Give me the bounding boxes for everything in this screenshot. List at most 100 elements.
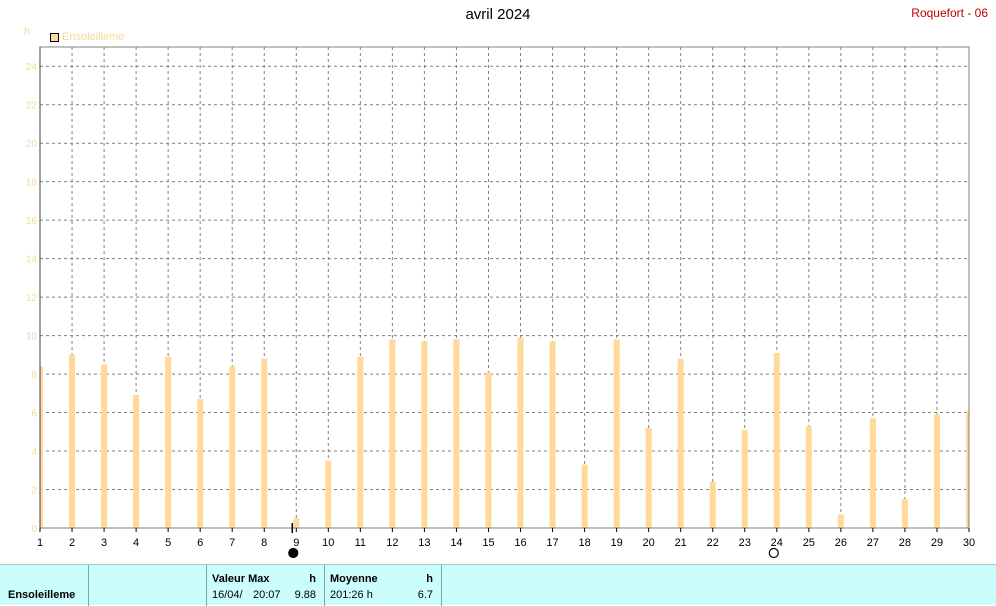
x-tick-label: 9 — [293, 537, 299, 549]
bar-day-21 — [677, 358, 684, 528]
bar-day-18 — [581, 464, 588, 528]
x-tick-label: 5 — [165, 537, 171, 549]
footer-max-cell: Valeur Max h 16/04/ 20:07 9.88 — [207, 565, 325, 606]
new-moon-icon — [288, 547, 299, 559]
plot-border — [39, 46, 970, 529]
x-tick-label: 29 — [931, 537, 943, 549]
x-tick-label: 16 — [514, 537, 526, 549]
x-tick-label: 12 — [386, 537, 398, 549]
x-tick-label: 6 — [197, 537, 203, 549]
x-tick-label: 28 — [899, 537, 911, 549]
mean-total: 201:26 h — [330, 589, 373, 601]
bar-day-24 — [773, 352, 780, 528]
max-date: 16/04/ — [212, 589, 243, 601]
legend-label: Ensoleilleme — [62, 31, 125, 43]
legend-swatch — [50, 32, 59, 42]
bar-day-28 — [901, 499, 908, 528]
bar-day-5 — [165, 356, 172, 528]
y-tick-label: 16 — [26, 216, 38, 227]
x-tick-label: 22 — [707, 537, 719, 549]
max-time: 20:07 — [253, 589, 281, 601]
mean-unit: h — [426, 573, 433, 585]
mean-value: 6.7 — [417, 589, 433, 601]
y-tick-label: 2 — [31, 486, 37, 497]
x-tick-label: 15 — [482, 537, 494, 549]
y-axis-unit: h — [24, 26, 31, 38]
x-tick-label: 19 — [610, 537, 622, 549]
x-tick-label: 10 — [322, 537, 334, 549]
bar-day-4 — [133, 395, 140, 528]
bar-day-2 — [69, 354, 76, 528]
bar-day-29 — [933, 414, 940, 528]
bar-day-11 — [357, 356, 364, 528]
x-tick-label: 1 — [37, 537, 43, 549]
x-tick-label: 3 — [101, 537, 107, 549]
x-tick-label: 13 — [418, 537, 430, 549]
x-tick-label: 18 — [578, 537, 590, 549]
bar-day-16 — [517, 337, 524, 528]
bar-day-19 — [613, 339, 620, 528]
x-tick-label: 11 — [355, 537, 366, 549]
y-tick-label: 22 — [26, 101, 38, 112]
bar-day-7 — [229, 366, 236, 528]
bar-day-8 — [261, 358, 268, 528]
y-tick-label: 6 — [31, 409, 37, 420]
x-tick-label: 30 — [963, 537, 975, 549]
y-tick-label: 10 — [26, 332, 38, 343]
grid — [40, 47, 969, 528]
bar-day-25 — [805, 426, 812, 528]
footer-row-label: Ensoleilleme — [8, 589, 76, 601]
full-moon-icon — [768, 547, 779, 559]
footer-empty-cell — [89, 565, 207, 606]
bar-day-3 — [101, 364, 108, 528]
y-tick-label: 14 — [26, 255, 38, 266]
y-tick-label: 8 — [31, 370, 37, 381]
x-tick-label: 25 — [803, 537, 815, 549]
bar-day-26 — [837, 514, 844, 528]
bar-day-9 — [293, 518, 300, 528]
max-header: Valeur Max — [212, 573, 270, 585]
x-tick-label: 27 — [867, 537, 879, 549]
bar-day-12 — [389, 339, 396, 528]
y-tick-label: 20 — [26, 139, 38, 150]
y-tick-label: 0 — [31, 524, 37, 535]
x-tick-label: 14 — [450, 537, 462, 549]
bar-day-14 — [453, 339, 460, 528]
x-tick-label: 21 — [675, 537, 687, 549]
x-tick-label: 7 — [229, 537, 235, 549]
bar-day-30 — [966, 410, 969, 528]
y-tick-label: 18 — [26, 178, 38, 189]
bar-day-27 — [869, 418, 876, 528]
mean-header: Moyenne — [330, 573, 378, 585]
bar-day-10 — [325, 460, 332, 528]
x-tick-label: 8 — [261, 537, 267, 549]
station-name: Roquefort - 06 — [911, 6, 988, 20]
footer-mean-cell: Moyenne h 201:26 h 6.7 — [325, 565, 442, 606]
bars — [40, 337, 969, 528]
y-tick-label: 12 — [26, 293, 38, 304]
x-tick-label: 4 — [133, 537, 139, 549]
summary-footer: Ensoleilleme Valeur Max h 16/04/ 20:07 9… — [0, 564, 996, 606]
bar-day-6 — [197, 399, 204, 528]
x-tick-label: 20 — [643, 537, 655, 549]
x-tick-label: 26 — [835, 537, 847, 549]
y-tick-label: 4 — [31, 447, 37, 458]
x-tick-label: 2 — [69, 537, 75, 549]
bar-day-22 — [709, 481, 716, 528]
bar-day-20 — [645, 427, 652, 528]
max-value: 9.88 — [294, 589, 316, 601]
bar-day-17 — [549, 341, 556, 528]
x-tick-label: 23 — [739, 537, 751, 549]
x-axis: 1 2 3 4 5 6 7 8 9 10 11 12 13 14 15 16 17 18 19 20 21 22 23 24 2… — [37, 47, 975, 549]
bar-day-1 — [40, 366, 43, 528]
x-tick-label: 24 — [771, 537, 783, 549]
chart-title: avril 2024 — [465, 6, 531, 23]
bar-day-13 — [421, 341, 428, 528]
bar-day-15 — [485, 372, 492, 528]
moon-phases — [288, 523, 779, 559]
x-tick-label: 17 — [546, 537, 558, 549]
footer-label-cell: Ensoleilleme — [0, 565, 89, 606]
max-unit: h — [309, 573, 316, 585]
